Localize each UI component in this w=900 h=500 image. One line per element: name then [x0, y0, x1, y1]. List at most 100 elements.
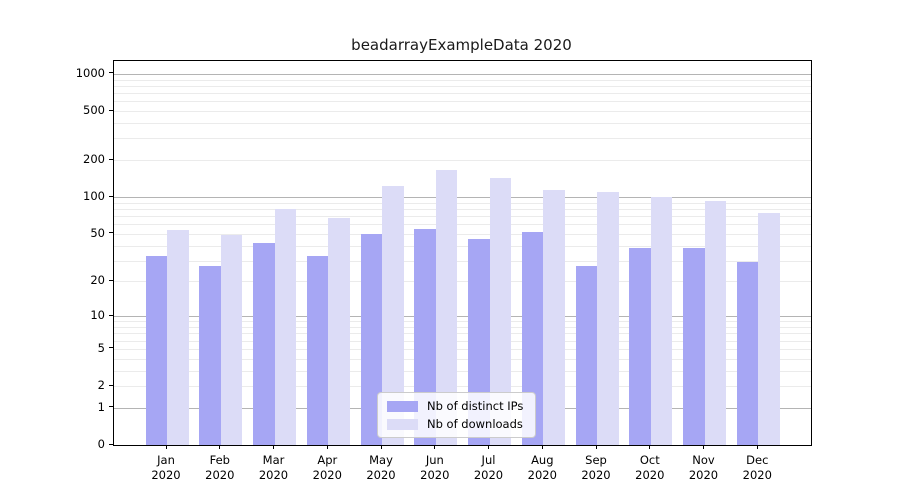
x-tick-mark [541, 445, 543, 449]
y-tick-label: 200 [83, 152, 105, 167]
x-tick-label-jul: Jul 2020 [459, 453, 519, 483]
minor-gridline [114, 123, 811, 124]
minor-gridline [114, 202, 811, 204]
x-tick-label-jun: Jun 2020 [405, 453, 465, 483]
bar-ips-jan [145, 255, 167, 445]
x-tick-mark [165, 445, 167, 449]
month-year: 2020 [258, 468, 289, 482]
bar-downloads-jul [489, 178, 511, 445]
y-tick-label: 5 [97, 340, 105, 355]
month-name: Mar [262, 453, 285, 467]
y-tick-mark [109, 314, 113, 316]
minor-gridline [114, 79, 811, 81]
bar-downloads-mar [274, 208, 296, 445]
month-name: Dec [746, 453, 769, 467]
y-tick-mark [109, 347, 113, 349]
legend-swatch [387, 400, 418, 412]
y-tick-label: 100 [83, 189, 105, 203]
x-tick-label-feb: Feb 2020 [190, 453, 250, 483]
bar-ips-may [360, 233, 382, 445]
y-tick-label: 500 [83, 103, 105, 117]
y-tick-label: 50 [90, 225, 105, 240]
bar-ips-apr [306, 255, 329, 445]
month-year: 2020 [205, 468, 235, 482]
x-tick-label-may: May 2020 [351, 453, 411, 483]
minor-gridline [114, 111, 811, 112]
month-year: 2020 [312, 468, 342, 482]
month-year: 2020 [366, 468, 396, 482]
bar-ips-dec [736, 262, 759, 445]
bar-downloads-feb [220, 234, 243, 445]
month-name: Jul [481, 453, 496, 467]
x-tick-mark [326, 445, 328, 449]
month-year: 2020 [635, 468, 665, 482]
bar-downloads-apr [328, 218, 350, 445]
bar-downloads-sep [597, 192, 619, 445]
minor-gridline [114, 333, 811, 335]
bar-ips-feb [199, 266, 221, 445]
legend-label: Nb of distinct IPs [427, 399, 524, 413]
legend: Nb of distinct IPs Nb of downloads [377, 392, 537, 438]
x-tick-label-oct: Oct 2020 [620, 453, 680, 483]
minor-gridline [114, 101, 811, 103]
x-tick-mark [703, 445, 705, 449]
x-tick-label-sep: Sep 2020 [566, 453, 626, 483]
month-year: 2020 [473, 468, 504, 482]
minor-gridline [114, 93, 811, 94]
y-tick-label: 10 [90, 308, 105, 323]
minor-gridline [114, 321, 811, 323]
y-tick-mark [109, 384, 113, 386]
bar-ips-mar [253, 242, 275, 445]
minor-gridline [114, 233, 811, 235]
month-year: 2020 [581, 468, 611, 482]
major-gridline [114, 197, 811, 198]
month-name: Jun [425, 453, 444, 467]
minor-gridline [114, 85, 811, 87]
y-tick-label: 1000 [75, 65, 105, 80]
y-tick-mark [109, 109, 113, 111]
x-tick-label-jan: Jan 2020 [136, 453, 196, 483]
month-name: Oct [639, 453, 660, 467]
minor-gridline [114, 386, 811, 387]
y-tick-label: 0 [97, 437, 105, 451]
bar-ips-oct [629, 248, 651, 445]
month-name: Nov [692, 453, 715, 467]
x-tick-mark [273, 445, 275, 449]
bar-downloads-jun [435, 170, 458, 445]
month-name: Sep [585, 453, 607, 467]
x-tick-mark [595, 445, 597, 449]
x-tick-mark [649, 445, 651, 449]
bar-ips-sep [575, 266, 597, 445]
minor-gridline [114, 370, 811, 372]
month-year: 2020 [527, 468, 557, 482]
bar-ips-nov [683, 248, 705, 445]
bar-ips-jun [414, 228, 436, 445]
y-tick-mark [109, 406, 113, 408]
major-gridline [114, 316, 811, 318]
minor-gridline [114, 358, 811, 360]
legend-label: Nb of downloads [427, 417, 523, 431]
month-name: May [369, 453, 393, 467]
minor-gridline [114, 348, 811, 350]
x-tick-mark [434, 445, 436, 449]
chart-title: beadarrayExampleData 2020 [351, 36, 572, 54]
minor-gridline [114, 138, 811, 140]
minor-gridline [114, 281, 811, 283]
y-tick-label: 20 [90, 273, 105, 288]
y-tick-mark [109, 443, 113, 445]
x-tick-mark [219, 445, 221, 449]
bar-downloads-oct [650, 196, 673, 445]
minor-gridline [114, 260, 811, 262]
x-tick-label-nov: Nov 2020 [674, 453, 734, 483]
legend-swatch [387, 418, 418, 430]
minor-gridline [114, 326, 811, 328]
minor-gridline [114, 216, 811, 217]
plot-area: Nb of distinct IPs Nb of downloads [113, 60, 812, 446]
month-name: Feb [209, 453, 230, 467]
bar-downloads-dec [758, 213, 780, 445]
x-tick-label-aug: Aug 2020 [512, 453, 572, 483]
x-tick-label-dec: Dec 2020 [727, 453, 787, 483]
month-name: Jan [157, 453, 175, 467]
minor-gridline [114, 160, 811, 162]
